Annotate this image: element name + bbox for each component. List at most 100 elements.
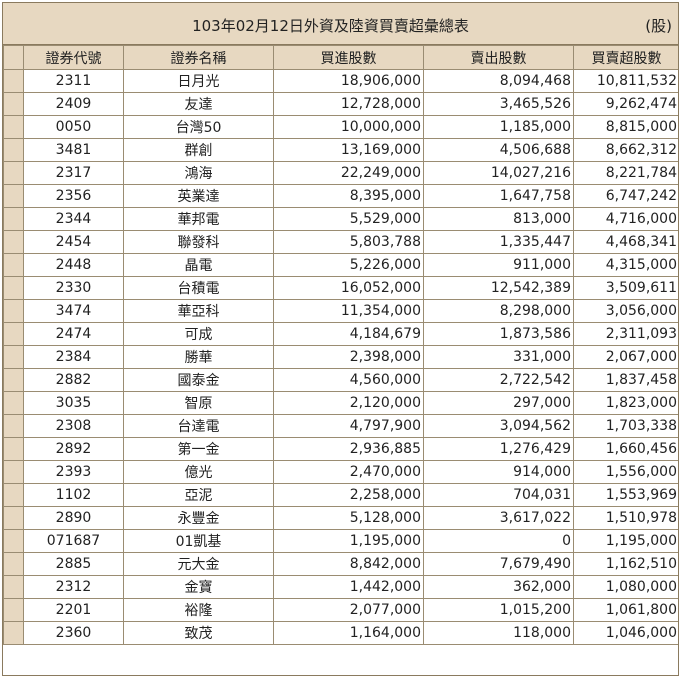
stock-name-cell: 第一金 bbox=[123, 437, 274, 461]
buy-shares-cell: 16,052,000 bbox=[273, 276, 424, 300]
row-gutter bbox=[3, 483, 24, 507]
net-shares-cell: 1,660,456 bbox=[573, 437, 678, 461]
buy-shares-cell: 12,728,000 bbox=[273, 92, 424, 116]
stock-name-cell: 晶電 bbox=[123, 253, 274, 277]
row-gutter bbox=[3, 253, 24, 277]
net-shares-cell: 1,823,000 bbox=[573, 391, 678, 415]
table-row: 3035 智原 2,120,000 297,000 1,823,000 bbox=[3, 391, 678, 415]
row-gutter bbox=[3, 161, 24, 185]
net-shares-cell: 8,815,000 bbox=[573, 115, 678, 139]
column-header: 賣出股數 bbox=[423, 45, 574, 70]
sell-shares-cell: 118,000 bbox=[423, 621, 574, 645]
stock-name-cell: 華亞科 bbox=[123, 299, 274, 323]
buy-shares-cell: 4,797,900 bbox=[273, 414, 424, 438]
row-gutter bbox=[3, 621, 24, 645]
table-row: 1102 亞泥 2,258,000 704,031 1,553,969 bbox=[3, 483, 678, 507]
row-gutter bbox=[3, 529, 24, 553]
row-gutter bbox=[3, 276, 24, 300]
buy-shares-cell: 1,195,000 bbox=[273, 529, 424, 553]
stock-name-cell: 01凱基 bbox=[123, 529, 274, 553]
sell-shares-cell: 914,000 bbox=[423, 460, 574, 484]
net-shares-cell: 2,067,000 bbox=[573, 345, 678, 369]
net-shares-cell: 1,837,458 bbox=[573, 368, 678, 392]
table-row: 2317 鴻海 22,249,000 14,027,216 8,221,784 bbox=[3, 161, 678, 185]
stock-code-cell: 1102 bbox=[23, 483, 124, 507]
stock-code-cell: 2885 bbox=[23, 552, 124, 576]
buy-shares-cell: 2,120,000 bbox=[273, 391, 424, 415]
sell-shares-cell: 12,542,389 bbox=[423, 276, 574, 300]
report-header: 103年02月12日外資及陸資買賣超彙總表 (股) bbox=[3, 3, 678, 45]
stock-code-cell: 2308 bbox=[23, 414, 124, 438]
buy-shares-cell: 2,470,000 bbox=[273, 460, 424, 484]
sell-shares-cell: 1,335,447 bbox=[423, 230, 574, 254]
stock-name-cell: 台灣50 bbox=[123, 115, 274, 139]
row-gutter bbox=[3, 184, 24, 208]
row-gutter bbox=[3, 345, 24, 369]
stock-code-cell: 2890 bbox=[23, 506, 124, 530]
stock-name-cell: 裕隆 bbox=[123, 598, 274, 622]
stock-code-cell: 3474 bbox=[23, 299, 124, 323]
row-gutter bbox=[3, 230, 24, 254]
sell-shares-cell: 813,000 bbox=[423, 207, 574, 231]
sell-shares-cell: 3,094,562 bbox=[423, 414, 574, 438]
report-title: 103年02月12日外資及陸資買賣超彙總表 bbox=[192, 17, 469, 35]
table-row: 2312 金寶 1,442,000 362,000 1,080,000 bbox=[3, 575, 678, 599]
table-row: 2344 華邦電 5,529,000 813,000 4,716,000 bbox=[3, 207, 678, 231]
row-gutter bbox=[3, 92, 24, 116]
stock-name-cell: 英業達 bbox=[123, 184, 274, 208]
stock-code-cell: 2330 bbox=[23, 276, 124, 300]
row-gutter bbox=[3, 207, 24, 231]
buy-shares-cell: 2,077,000 bbox=[273, 598, 424, 622]
sell-shares-cell: 7,679,490 bbox=[423, 552, 574, 576]
buy-shares-cell: 5,529,000 bbox=[273, 207, 424, 231]
net-shares-cell: 1,080,000 bbox=[573, 575, 678, 599]
row-gutter bbox=[3, 45, 24, 70]
column-header: 買進股數 bbox=[273, 45, 424, 70]
net-shares-cell: 4,716,000 bbox=[573, 207, 678, 231]
stock-code-cell: 2409 bbox=[23, 92, 124, 116]
row-gutter bbox=[3, 69, 24, 93]
stock-name-cell: 友達 bbox=[123, 92, 274, 116]
stock-code-cell: 2454 bbox=[23, 230, 124, 254]
row-gutter bbox=[3, 391, 24, 415]
net-shares-cell: 1,703,338 bbox=[573, 414, 678, 438]
buy-shares-cell: 18,906,000 bbox=[273, 69, 424, 93]
buy-shares-cell: 1,442,000 bbox=[273, 575, 424, 599]
sell-shares-cell: 1,647,758 bbox=[423, 184, 574, 208]
net-shares-cell: 10,811,532 bbox=[573, 69, 678, 93]
row-gutter bbox=[3, 460, 24, 484]
stock-name-cell: 國泰金 bbox=[123, 368, 274, 392]
table-row: 2409 友達 12,728,000 3,465,526 9,262,474 bbox=[3, 92, 678, 116]
net-shares-cell: 1,556,000 bbox=[573, 460, 678, 484]
table-row: 3481 群創 13,169,000 4,506,688 8,662,312 bbox=[3, 138, 678, 162]
stock-code-cell: 2356 bbox=[23, 184, 124, 208]
table-row: 2454 聯發科 5,803,788 1,335,447 4,468,341 bbox=[3, 230, 678, 254]
net-shares-cell: 8,662,312 bbox=[573, 138, 678, 162]
net-shares-cell: 2,311,093 bbox=[573, 322, 678, 346]
sell-shares-cell: 1,185,000 bbox=[423, 115, 574, 139]
table-row: 2885 元大金 8,842,000 7,679,490 1,162,510 bbox=[3, 552, 678, 576]
buy-shares-cell: 8,395,000 bbox=[273, 184, 424, 208]
sell-shares-cell: 8,094,468 bbox=[423, 69, 574, 93]
sell-shares-cell: 297,000 bbox=[423, 391, 574, 415]
table-row: 2890 永豐金 5,128,000 3,617,022 1,510,978 bbox=[3, 506, 678, 530]
stock-code-cell: 3035 bbox=[23, 391, 124, 415]
sell-shares-cell: 704,031 bbox=[423, 483, 574, 507]
net-shares-cell: 3,056,000 bbox=[573, 299, 678, 323]
buy-shares-cell: 2,398,000 bbox=[273, 345, 424, 369]
column-header: 買賣超股數 bbox=[573, 45, 678, 70]
unit-label: (股) bbox=[645, 17, 672, 35]
stock-code-cell: 2201 bbox=[23, 598, 124, 622]
stock-name-cell: 可成 bbox=[123, 322, 274, 346]
stock-name-cell: 智原 bbox=[123, 391, 274, 415]
table-row: 2448 晶電 5,226,000 911,000 4,315,000 bbox=[3, 253, 678, 277]
buy-shares-cell: 11,354,000 bbox=[273, 299, 424, 323]
buy-shares-cell: 2,936,885 bbox=[273, 437, 424, 461]
net-buy-sell-table: 證券代號 證券名稱 買進股數 賣出股數 買賣超股數 2311 日月光 18,906,… bbox=[3, 45, 678, 645]
buy-shares-cell: 22,249,000 bbox=[273, 161, 424, 185]
stock-code-cell: 071687 bbox=[23, 529, 124, 553]
sell-shares-cell: 911,000 bbox=[423, 253, 574, 277]
table-row: 071687 01凱基 1,195,000 0 1,195,000 bbox=[3, 529, 678, 553]
buy-shares-cell: 5,226,000 bbox=[273, 253, 424, 277]
stock-code-cell: 2312 bbox=[23, 575, 124, 599]
